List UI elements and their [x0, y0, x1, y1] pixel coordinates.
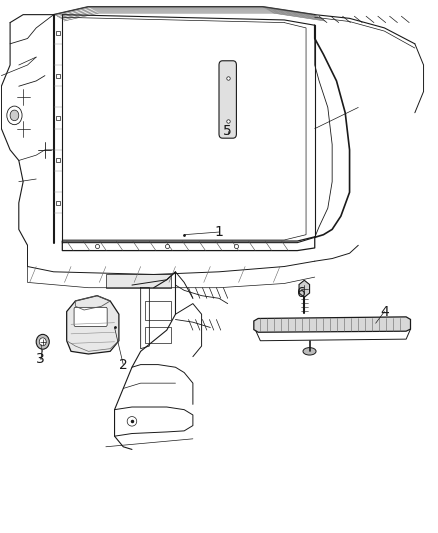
- Ellipse shape: [39, 338, 46, 346]
- FancyBboxPatch shape: [145, 301, 171, 319]
- Ellipse shape: [10, 110, 19, 120]
- Polygon shape: [67, 296, 119, 354]
- Ellipse shape: [7, 106, 22, 125]
- Polygon shape: [254, 317, 410, 332]
- Text: 6: 6: [297, 286, 306, 300]
- Text: 4: 4: [380, 304, 389, 319]
- Ellipse shape: [36, 334, 49, 349]
- Text: 3: 3: [36, 352, 45, 366]
- FancyBboxPatch shape: [145, 327, 171, 343]
- Ellipse shape: [127, 417, 137, 426]
- Text: 2: 2: [119, 358, 127, 372]
- Polygon shape: [299, 280, 310, 297]
- Text: 1: 1: [215, 225, 223, 239]
- FancyBboxPatch shape: [74, 308, 107, 326]
- FancyBboxPatch shape: [219, 61, 237, 138]
- FancyBboxPatch shape: [106, 274, 171, 288]
- Text: 5: 5: [223, 124, 232, 138]
- Ellipse shape: [303, 348, 316, 355]
